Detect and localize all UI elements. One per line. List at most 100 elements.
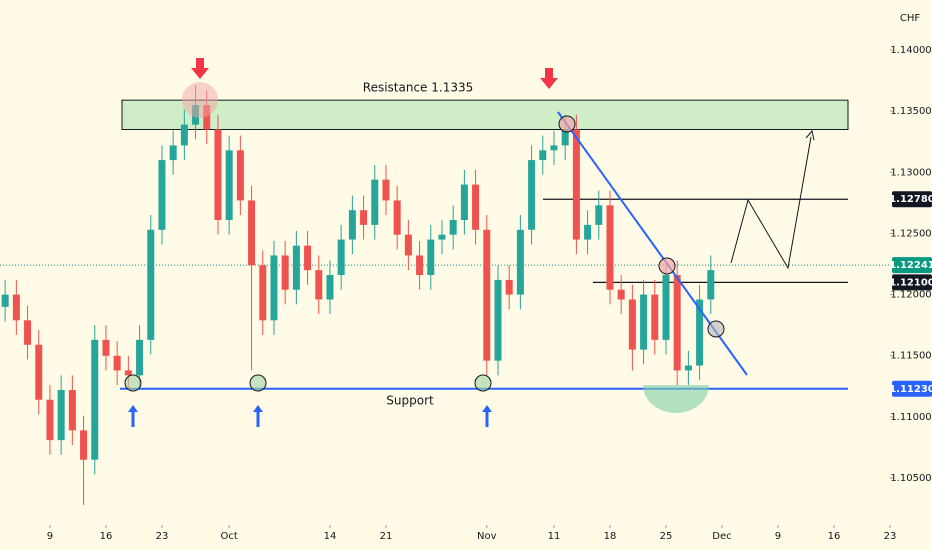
candle-body	[348, 210, 356, 240]
y-tick-label: 1.11500	[890, 351, 931, 362]
candle-body	[1, 294, 9, 307]
candle-body	[640, 294, 648, 350]
candle-body	[438, 234, 446, 240]
up-arrow	[253, 405, 263, 427]
candle-body	[393, 200, 401, 235]
support-label: Support	[386, 393, 434, 407]
candle-body	[158, 160, 166, 230]
candle-body	[472, 184, 480, 230]
touch-circle	[707, 320, 725, 338]
candle-body	[606, 205, 614, 290]
zones: Resistance 1.1335 Support	[0, 81, 890, 407]
resistance-label: Resistance 1.1335	[363, 81, 473, 95]
candle-body	[494, 279, 502, 361]
candle-body	[259, 265, 267, 321]
candle-body	[382, 179, 390, 201]
x-tick-label: 21	[380, 531, 393, 542]
touch-circle	[124, 374, 142, 392]
candle-body	[628, 299, 636, 350]
touch-circle	[558, 115, 576, 133]
candle-body	[304, 245, 312, 271]
candle-body	[57, 389, 65, 441]
candle-body	[281, 255, 289, 290]
x-tick-label: 23	[156, 531, 169, 542]
candle-body	[595, 205, 603, 225]
candle-body	[270, 255, 278, 321]
candle-body	[102, 339, 110, 356]
candle-body	[214, 129, 222, 221]
candle-body	[315, 270, 323, 300]
candle-body	[539, 150, 547, 161]
candle-body	[673, 275, 681, 371]
annotations	[124, 58, 815, 427]
candle-body	[46, 399, 54, 441]
candle-body	[707, 270, 715, 300]
y-tick-label: 1.14000	[890, 45, 931, 56]
x-tick-label: 25	[660, 531, 673, 542]
candle-body	[80, 430, 88, 460]
touch-circle	[249, 374, 267, 392]
price-badge	[892, 380, 932, 397]
resistance-zone	[121, 99, 849, 131]
candle-body	[371, 179, 379, 225]
price-badge-label: 1.12780	[889, 194, 932, 205]
x-tick-label: Oct	[221, 531, 238, 542]
candle-body	[326, 275, 334, 300]
candle-body	[236, 150, 244, 201]
candle-body	[113, 355, 121, 371]
candle-body	[696, 299, 704, 366]
down-arrow	[191, 58, 209, 79]
y-tick-label: 1.10500	[890, 473, 931, 484]
x-tick-label: 16	[828, 531, 841, 542]
candle-body	[460, 184, 468, 221]
candle-body	[584, 224, 592, 240]
candle-body	[180, 124, 188, 146]
candle-body	[136, 339, 144, 376]
candle-body	[505, 279, 513, 295]
x-tick-label: 18	[604, 531, 617, 542]
y-tick-label: 1.13000	[890, 167, 931, 178]
x-tick-label: Dec	[712, 531, 731, 542]
candle-body	[550, 145, 558, 151]
candle-body	[35, 344, 43, 400]
up-arrow	[128, 405, 138, 427]
candle-body	[68, 389, 76, 431]
candle-body	[91, 339, 99, 460]
candle-body	[12, 294, 20, 321]
candle-body	[483, 229, 491, 361]
candle-body	[147, 229, 155, 340]
touch-circle	[474, 374, 492, 392]
x-tick-label: Nov	[477, 531, 497, 542]
touch-circle	[658, 257, 676, 275]
candle-body	[516, 229, 524, 295]
y-tick-label: 1.12500	[890, 228, 931, 239]
price-badge-label: 1.12100	[889, 277, 932, 288]
price-badge-label: 1.12241	[889, 260, 932, 271]
price-axis: CHF 1.14000 1.13500 1.13000 1.12500 1.12000 1…	[47, 13, 932, 542]
candle-body	[203, 105, 211, 130]
y-tick-label: 1.12000	[890, 290, 931, 301]
y-tick-label: 1.11000	[890, 412, 931, 423]
price-badge	[892, 274, 932, 291]
base-highlight	[643, 385, 709, 413]
x-tick-label: 11	[548, 531, 561, 542]
candle-body	[404, 234, 412, 256]
candle-body	[572, 129, 580, 240]
x-tick-label: 14	[324, 531, 337, 542]
projection-head	[805, 129, 815, 141]
candle-body	[225, 150, 233, 221]
grid	[49, 49, 893, 528]
top-highlight	[182, 82, 218, 118]
y-tick-label: 1.13500	[890, 106, 931, 117]
candle-body	[617, 289, 625, 300]
x-tick-label: 9	[775, 531, 781, 542]
candle-body	[169, 145, 177, 161]
x-tick-label: 23	[884, 531, 897, 542]
x-tick-label: 9	[47, 531, 53, 542]
projection	[730, 136, 812, 270]
candle-body	[337, 239, 345, 276]
candle-body	[416, 255, 424, 276]
